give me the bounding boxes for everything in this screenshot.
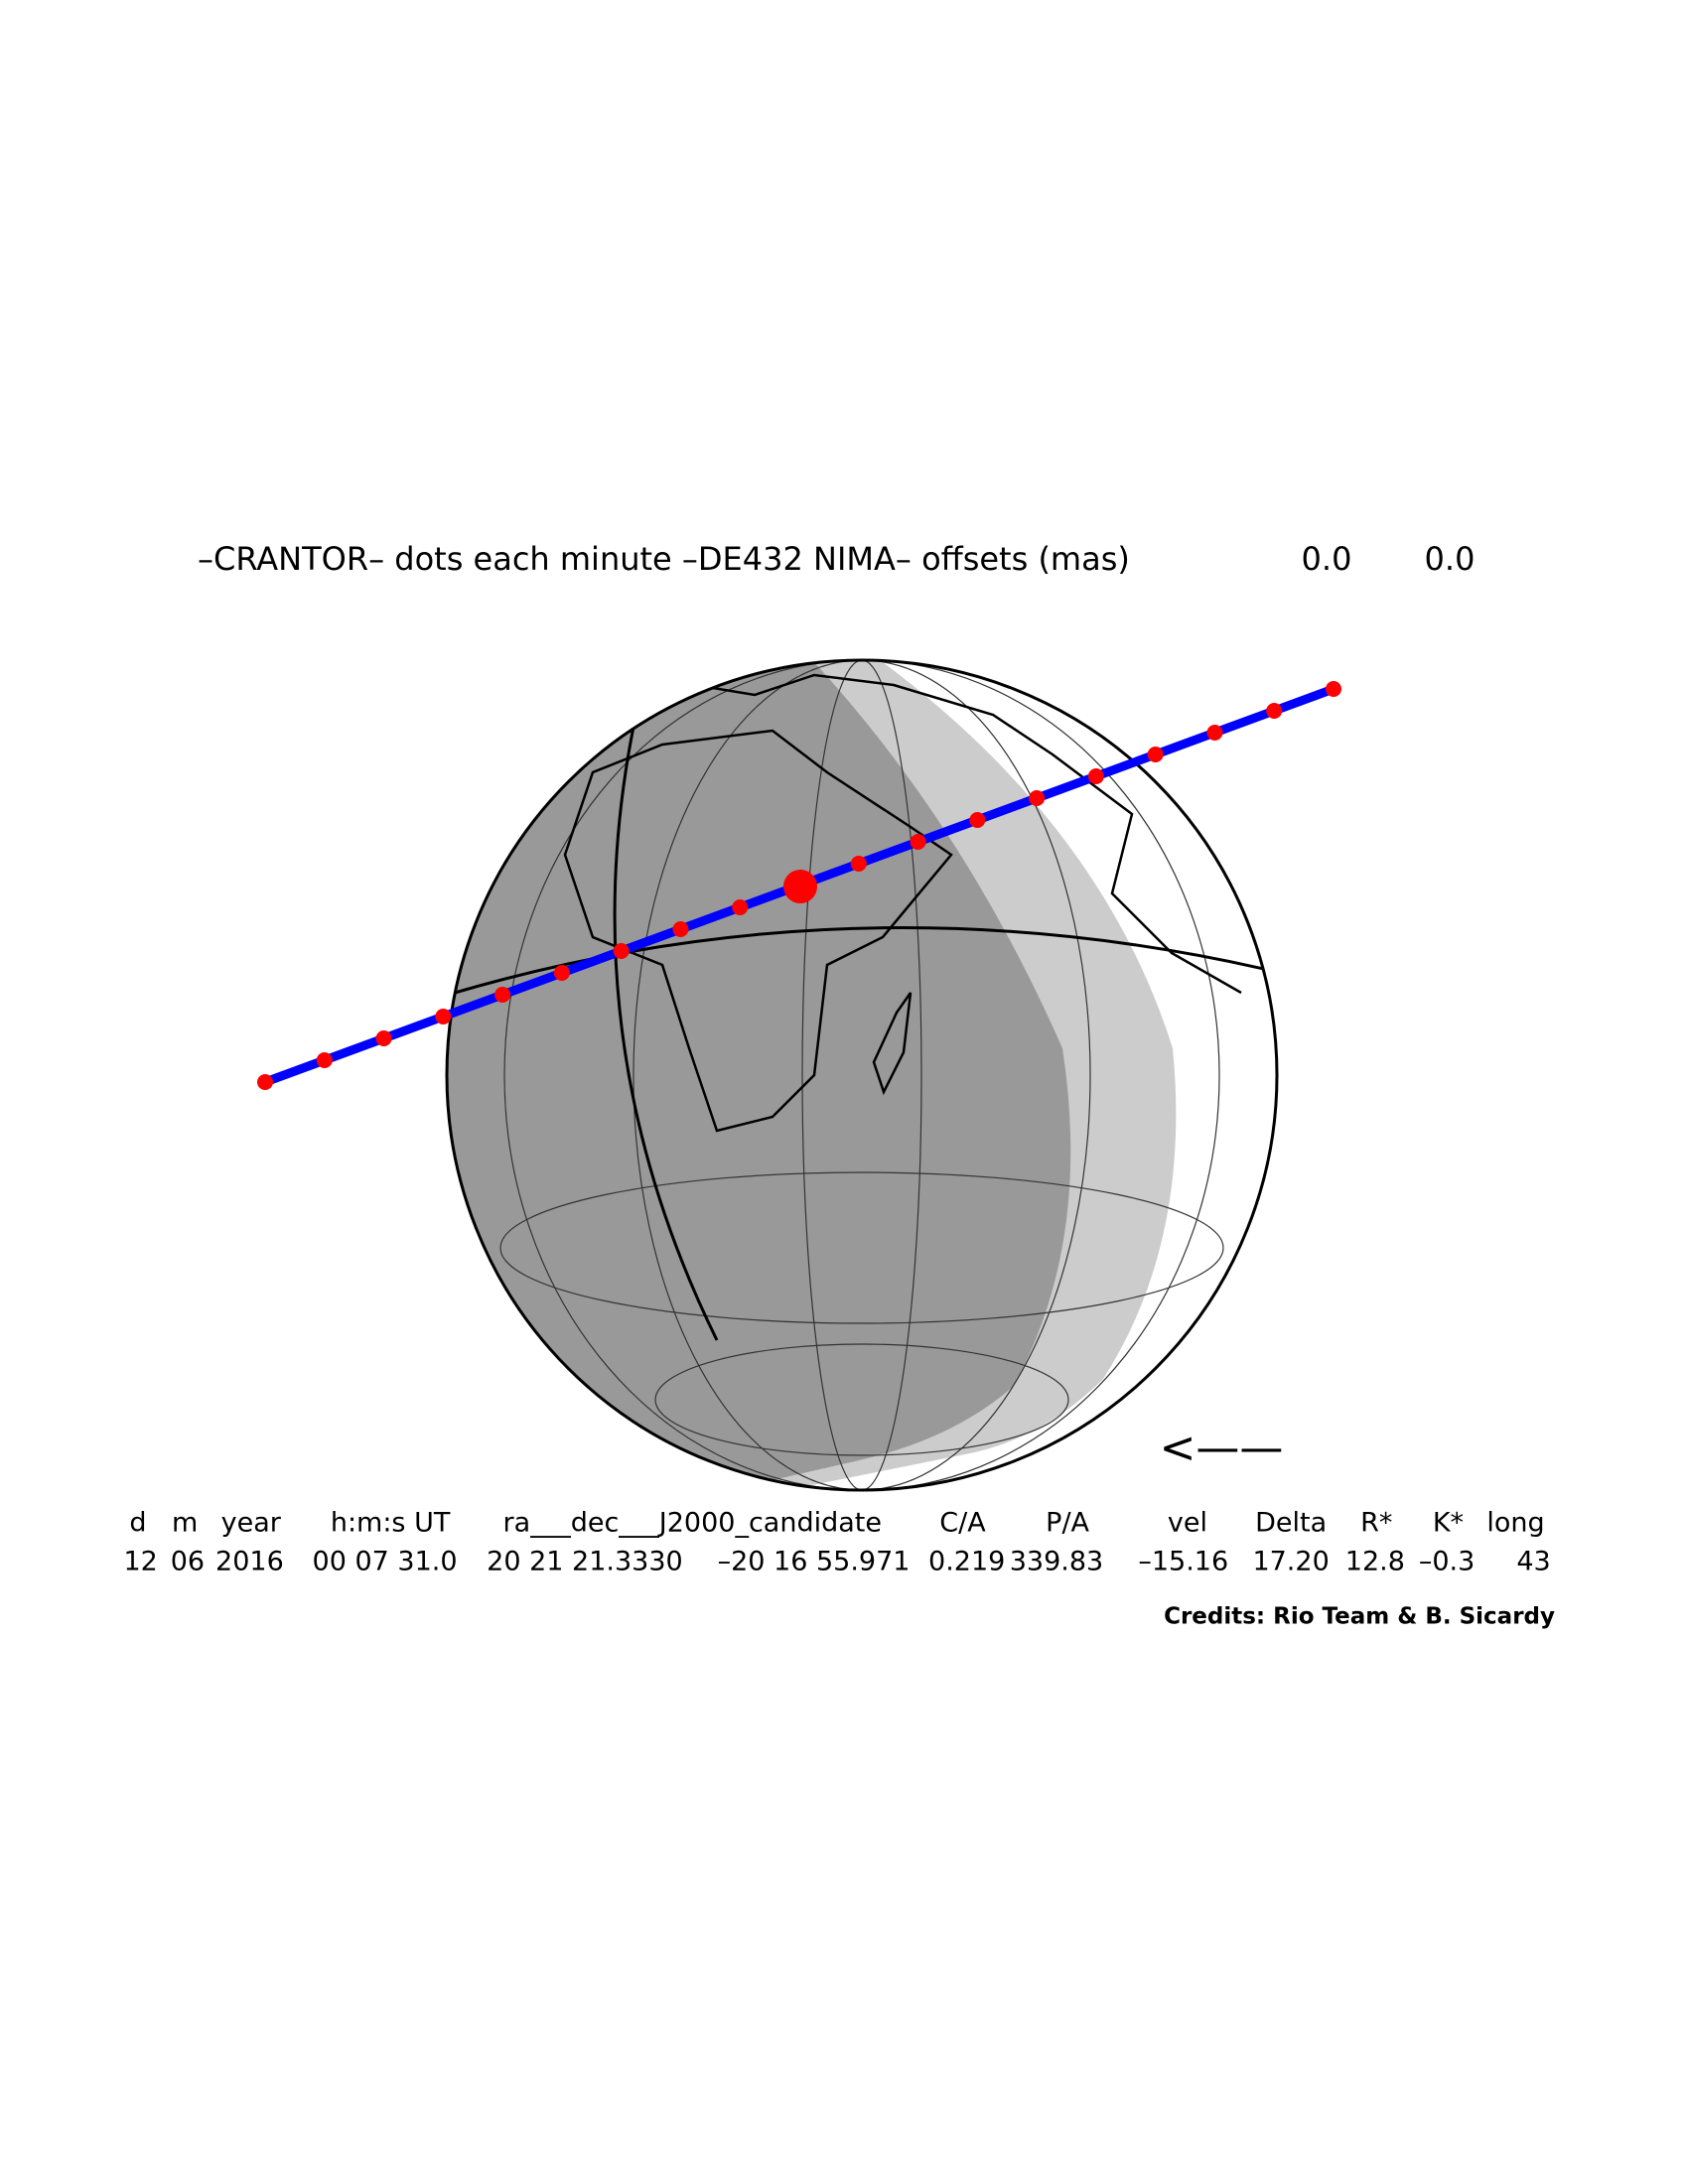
minute-dot [375, 1030, 392, 1046]
minute-dot [1206, 725, 1223, 741]
value-cell: 12 [123, 1547, 157, 1577]
value-cell: 00 07 31.0 [313, 1547, 458, 1577]
header-cell: Delta [1255, 1508, 1327, 1539]
value-cell: –20 16 55.971 [718, 1547, 911, 1577]
value-cell: 06 [171, 1547, 205, 1577]
minute-dot [553, 965, 570, 981]
header-cell: K* [1433, 1508, 1464, 1539]
value-cell: 0.219 [928, 1547, 1005, 1577]
header-cell: m [172, 1508, 198, 1539]
credits: Credits: Rio Team & B. Sicardy [1164, 1604, 1555, 1630]
value-cell: 339.83 [1010, 1547, 1103, 1577]
header-cell: year [221, 1508, 282, 1539]
value-cell: 12.8 [1345, 1547, 1405, 1577]
header-cell: long [1486, 1508, 1544, 1539]
minute-dot [257, 1074, 273, 1090]
occultation-path [257, 681, 1341, 1090]
value-cell: 20 21 21.3330 [487, 1547, 683, 1577]
minute-dot [316, 1052, 333, 1068]
minute-dot [1326, 681, 1341, 697]
minute-dot [910, 834, 926, 850]
value-cell: 43 [1516, 1547, 1550, 1577]
header-cell: P/A [1046, 1508, 1089, 1539]
minute-dot [1029, 790, 1046, 806]
minute-dot [1147, 747, 1164, 762]
value-cell: –15.16 [1138, 1547, 1228, 1577]
direction-arrow: <—— [1160, 1423, 1284, 1473]
value-cell: 2016 [215, 1547, 284, 1577]
minute-dot [1266, 703, 1283, 719]
minute-dot [672, 921, 689, 937]
header-cell: C/A [939, 1508, 986, 1539]
minute-dot [850, 856, 867, 872]
minute-dot [613, 943, 630, 959]
minute-dot [435, 1009, 452, 1024]
title: –CRANTOR– dots each minute –DE432 NIMA– … [198, 540, 1130, 578]
value-cell: 17.20 [1252, 1547, 1329, 1577]
header-cell: R* [1360, 1508, 1392, 1539]
offset: 0.0 [1425, 540, 1476, 578]
header-cell: d [129, 1508, 146, 1539]
header-cell: ra___dec___J2000_candidate [503, 1508, 882, 1539]
value-cell: –0.3 [1419, 1547, 1475, 1577]
graticule [499, 660, 1224, 1490]
minute-dot [732, 899, 749, 915]
globe [445, 658, 1279, 1492]
minute-dot [494, 987, 511, 1003]
minute-dot [969, 812, 986, 828]
latitude-line [454, 926, 1277, 995]
closest-approach [783, 870, 817, 903]
minute-dot [1087, 768, 1104, 784]
meridian [613, 661, 719, 1341]
offset: 0.0 [1302, 540, 1352, 578]
header-cell: vel [1168, 1508, 1207, 1539]
header-cell: h:m:s UT [331, 1508, 451, 1539]
